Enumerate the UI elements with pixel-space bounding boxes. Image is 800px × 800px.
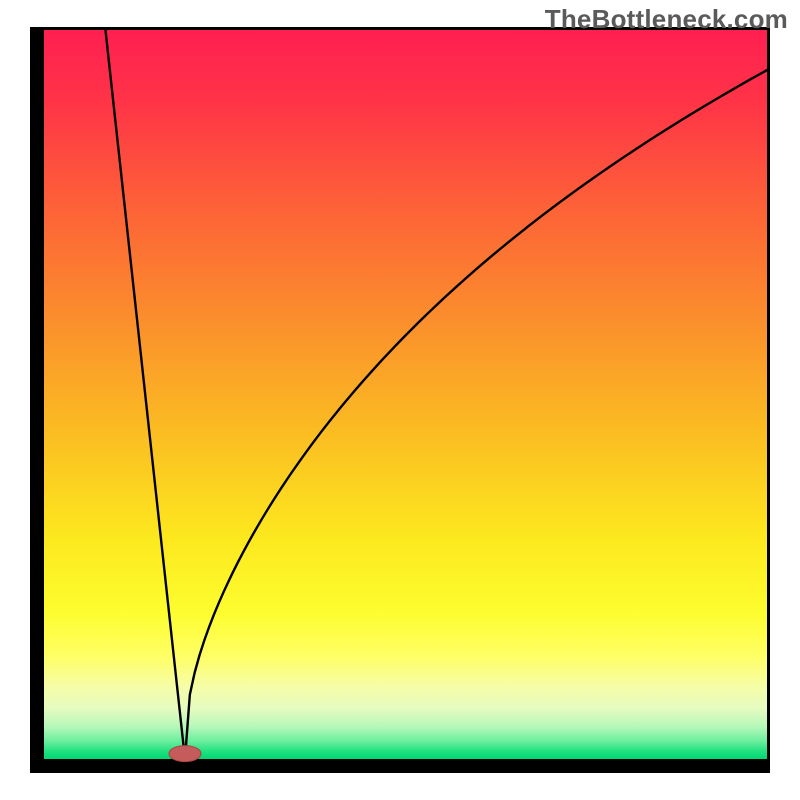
chart-container: { "watermark": { "text": "TheBottleneck.… [0, 0, 800, 800]
optimal-marker [169, 746, 201, 762]
watermark-text: TheBottleneck.com [545, 4, 788, 35]
plot-background [44, 30, 767, 759]
bottleneck-chart [0, 0, 800, 800]
